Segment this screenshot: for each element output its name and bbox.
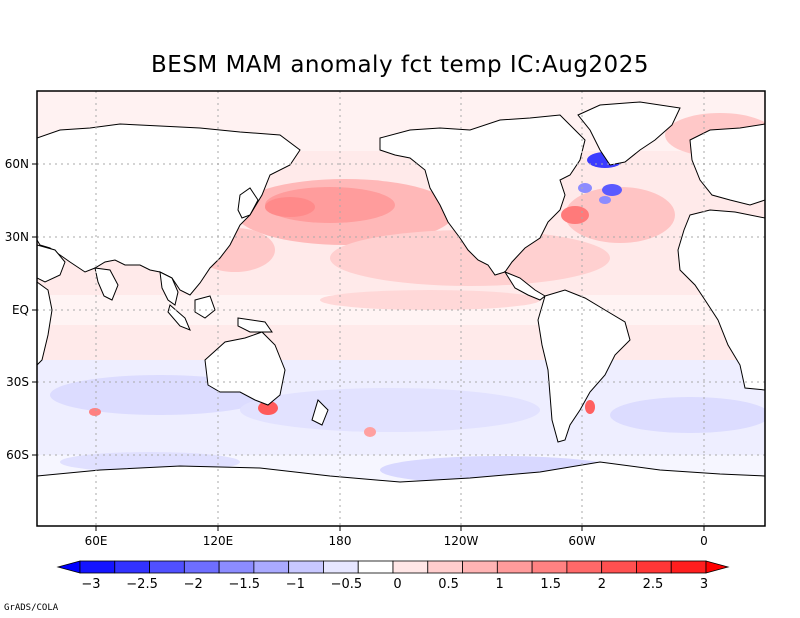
continents xyxy=(37,101,765,526)
colorbar-swatch xyxy=(79,560,116,574)
x-tick-label: 120E xyxy=(203,534,234,548)
colorbar-swatch xyxy=(288,560,324,574)
colorbar-label: 1 xyxy=(496,577,504,592)
colorbar-label: −1.5 xyxy=(228,577,260,592)
colorbar-swatch xyxy=(496,560,533,574)
colorbar-swatch xyxy=(149,560,185,574)
x-tick-label: 60W xyxy=(568,534,595,548)
land-eurasia xyxy=(37,123,301,296)
colorbar-label: 1.5 xyxy=(540,577,561,592)
land-india xyxy=(94,267,119,301)
colorbar-swatch xyxy=(601,560,637,574)
colorbar-label: 0 xyxy=(393,577,401,592)
colorbar-labels: −3 −2.5 −2 −1.5 −1 −0.5 0 0.5 1 1.5 2 2.5 3 xyxy=(81,577,708,592)
colorbar-label: 2 xyxy=(598,577,606,592)
land-greenland xyxy=(577,101,681,166)
colorbar-swatch xyxy=(670,560,707,574)
x-tick-label: 180 xyxy=(329,534,352,548)
land-indochina xyxy=(159,271,179,306)
land-japan xyxy=(237,187,259,219)
colorbar-arrow-left xyxy=(56,560,81,574)
credit-text: GrADS/COLA xyxy=(4,603,59,613)
x-tick-label: 60E xyxy=(85,534,108,548)
colorbar-label: 0.5 xyxy=(438,577,459,592)
colorbar-swatch xyxy=(566,560,603,574)
land-east-africa xyxy=(37,281,53,366)
x-tick-label: 0 xyxy=(700,534,708,548)
colorbar-swatch xyxy=(323,560,359,574)
graticule xyxy=(37,91,765,526)
y-tick-label: EQ xyxy=(12,303,29,317)
map-frame xyxy=(36,90,766,527)
colorbar-label: 2.5 xyxy=(643,577,664,592)
x-tick-label: 120W xyxy=(444,534,479,548)
colorbar-swatch xyxy=(531,560,568,574)
land-sumatra xyxy=(167,304,191,331)
colorbar-arrow-right xyxy=(705,560,730,574)
colorbar-label: −2 xyxy=(184,577,203,592)
land-antarctica xyxy=(37,461,765,526)
land-north-america xyxy=(379,114,586,276)
colorbar-label: 3 xyxy=(700,577,708,592)
land-africa xyxy=(677,209,765,391)
colorbar-swatch xyxy=(218,560,255,574)
colorbar-swatch xyxy=(253,560,290,574)
axis-ticks xyxy=(32,163,705,531)
colorbar-swatch xyxy=(392,560,429,574)
plot-title: BESM MAM anomaly fct temp IC:Aug2025 xyxy=(151,52,649,78)
land-central-america xyxy=(503,270,546,301)
colorbar-swatch xyxy=(357,560,394,574)
y-tick-label: 60S xyxy=(6,448,29,462)
y-tick-label: 30S xyxy=(6,375,29,389)
colorbar-swatch xyxy=(114,560,150,574)
y-tick-label: 60N xyxy=(5,157,29,171)
colorbar-label: −3 xyxy=(81,577,100,592)
land-arabia xyxy=(37,244,66,283)
colorbar xyxy=(56,560,730,574)
land-australia xyxy=(204,331,286,406)
colorbar-label: −1 xyxy=(286,577,305,592)
colorbar-label: −2.5 xyxy=(126,577,158,592)
colorbar-swatch xyxy=(427,560,463,574)
colorbar-swatch xyxy=(183,560,220,574)
y-tick-label: 30N xyxy=(5,230,29,244)
land-south-america xyxy=(537,289,631,443)
colorbar-swatch xyxy=(636,560,672,574)
colorbar-swatch xyxy=(462,560,498,574)
y-axis-labels: 60N 30N EQ 30S 60S xyxy=(5,157,29,462)
land-new-zealand xyxy=(311,399,329,426)
colorbar-label: −0.5 xyxy=(331,577,363,592)
x-axis-labels: 60E 120E 180 120W 60W 0 xyxy=(85,534,708,548)
